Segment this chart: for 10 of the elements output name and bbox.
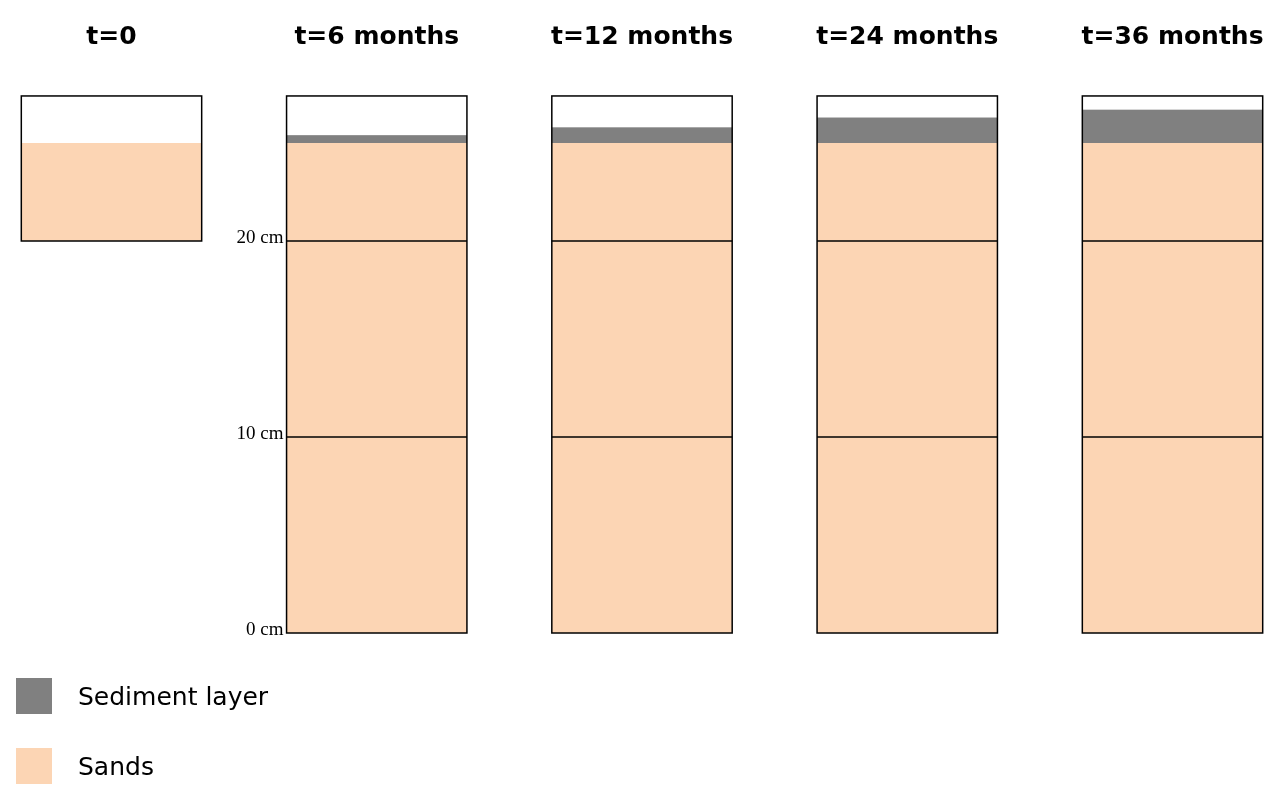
x-tick-label: t=12 months xyxy=(550,21,734,50)
y-tick-label: 10 cm xyxy=(236,421,284,443)
x-tick-label: t=0 xyxy=(86,21,137,50)
x-tick-label: t=36 months xyxy=(1081,21,1264,50)
y-tick-label: 0 cm xyxy=(246,617,284,639)
x-tick-label: t=24 months xyxy=(816,21,999,50)
x-tick-label: t=6 months xyxy=(294,21,460,50)
y-tick-label: 20 cm xyxy=(236,225,284,247)
legend-label: Sediment layer xyxy=(78,682,269,711)
legend-label: Sands xyxy=(78,752,154,781)
